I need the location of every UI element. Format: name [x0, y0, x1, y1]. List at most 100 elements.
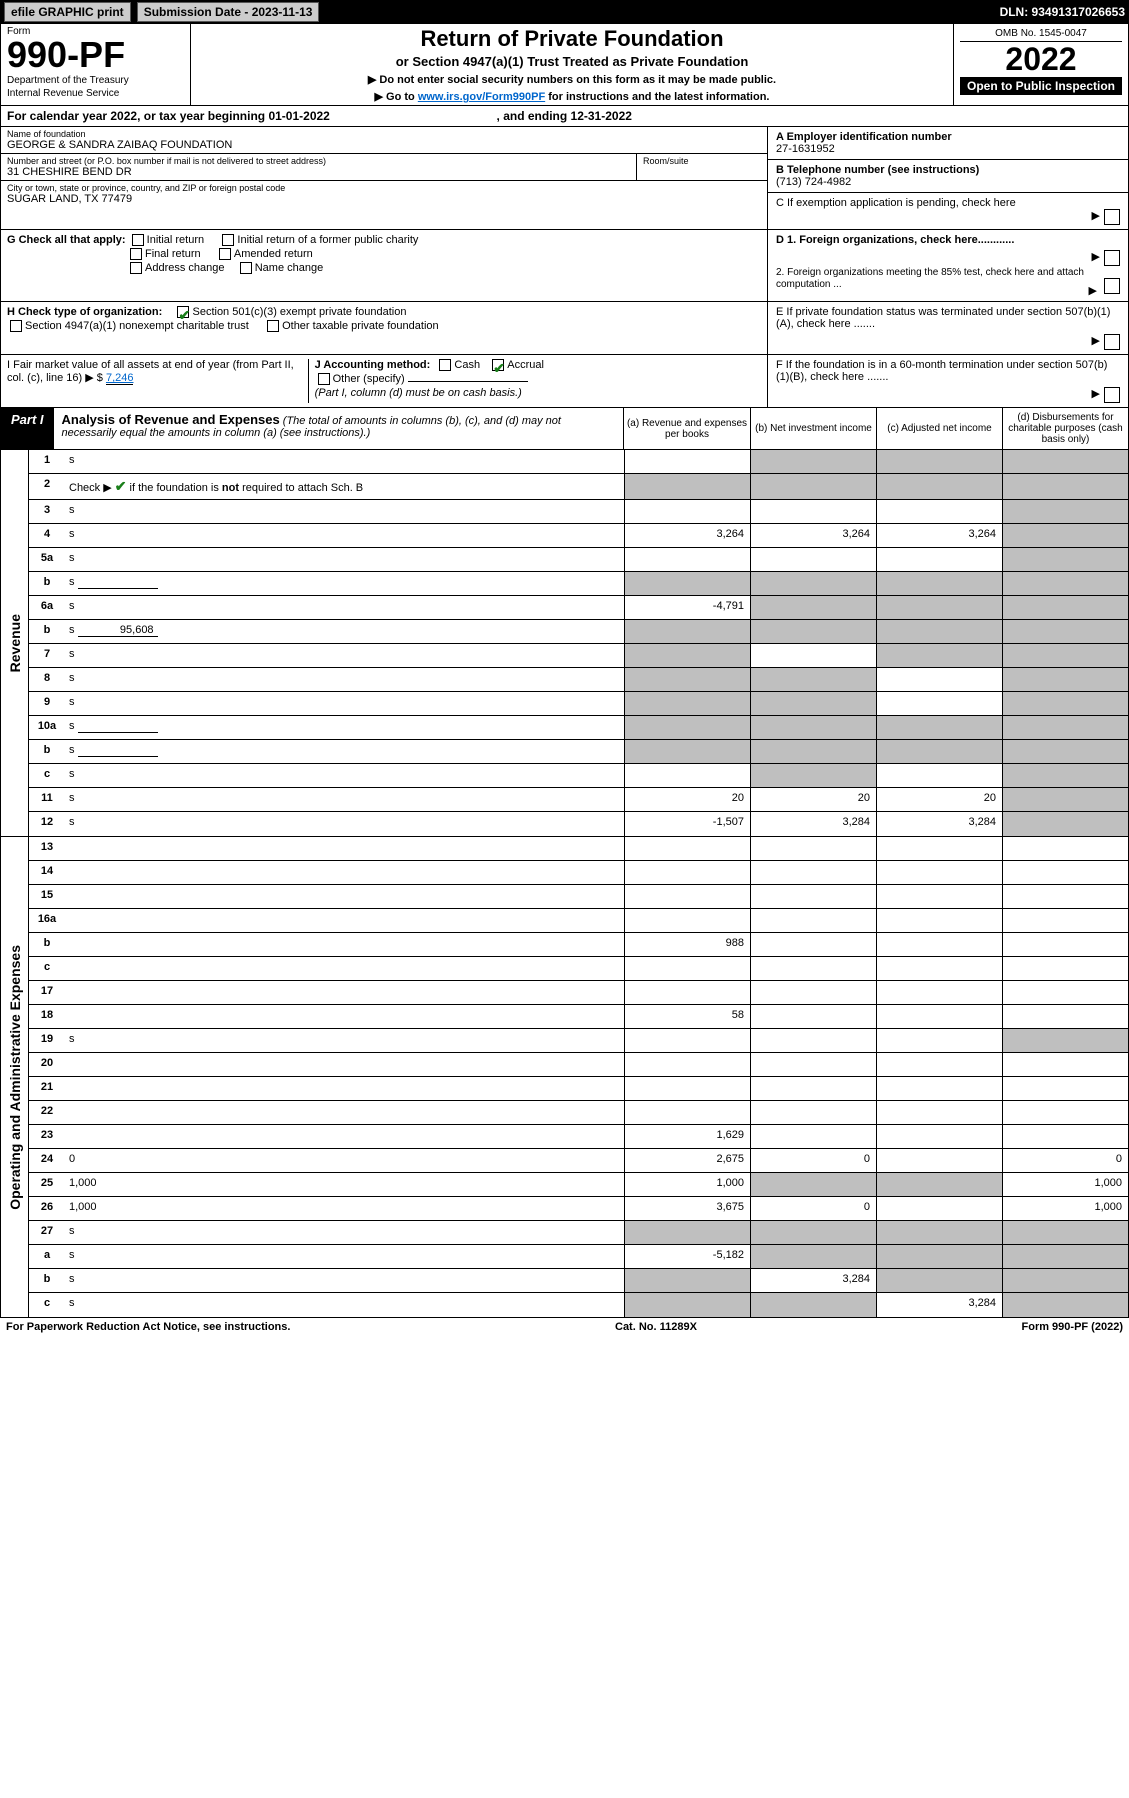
h-other-checkbox[interactable] [267, 320, 279, 332]
top-bar: efile GRAPHIC print Submission Date - 20… [0, 0, 1129, 24]
col-c-cell [876, 1269, 1002, 1292]
j-accrual-checkbox[interactable]: ✔ [492, 359, 504, 371]
line-description: 1,000 [65, 1173, 624, 1196]
col-a-cell: 988 [624, 933, 750, 956]
col-d-cell [1002, 692, 1128, 715]
line-number: 3 [29, 500, 65, 523]
c-checkbox[interactable] [1104, 209, 1120, 225]
table-row: 261,0003,67501,000 [29, 1197, 1128, 1221]
col-c-cell [876, 909, 1002, 932]
col-a-cell [624, 764, 750, 787]
line-number: b [29, 1269, 65, 1292]
line-number: 8 [29, 668, 65, 691]
col-b-cell [750, 837, 876, 860]
h-4947-checkbox[interactable] [10, 320, 22, 332]
open-to-public: Open to Public Inspection [960, 77, 1122, 95]
col-d-cell [1002, 837, 1128, 860]
col-b-cell [750, 1029, 876, 1052]
form-link[interactable]: www.irs.gov/Form990PF [418, 91, 545, 103]
f-checkbox[interactable] [1104, 387, 1120, 403]
col-d-cell [1002, 620, 1128, 643]
col-d-cell [1002, 572, 1128, 595]
col-a-cell [624, 1221, 750, 1244]
d2-checkbox[interactable] [1104, 278, 1120, 294]
line-description: s [65, 500, 624, 523]
e-checkbox[interactable] [1104, 334, 1120, 350]
col-b-cell [750, 1245, 876, 1268]
col-a-header: (a) Revenue and expenses per books [624, 408, 750, 449]
col-a-cell: 1,000 [624, 1173, 750, 1196]
table-row: 231,629 [29, 1125, 1128, 1149]
col-d-cell [1002, 1101, 1128, 1124]
line-number: 12 [29, 812, 65, 836]
identity-block: Name of foundation GEORGE & SANDRA ZAIBA… [0, 127, 1129, 230]
col-c-cell [876, 1245, 1002, 1268]
col-a-cell [624, 1077, 750, 1100]
j-other-checkbox[interactable] [318, 373, 330, 385]
col-b-cell: 20 [750, 788, 876, 811]
efile-button[interactable]: efile GRAPHIC print [4, 2, 131, 22]
col-d-cell [1002, 981, 1128, 1004]
line-description [65, 1101, 624, 1124]
col-c-cell [876, 885, 1002, 908]
col-b-cell [750, 644, 876, 667]
table-row: 251,0001,0001,000 [29, 1173, 1128, 1197]
h-501c3-checkbox[interactable]: ✔ [177, 306, 189, 318]
line-description [65, 957, 624, 980]
e-label: E If private foundation status was termi… [776, 306, 1110, 330]
col-a-cell [624, 548, 750, 571]
col-a-cell [624, 885, 750, 908]
col-c-cell [876, 1221, 1002, 1244]
line-number: 4 [29, 524, 65, 547]
table-row: 15 [29, 885, 1128, 909]
g-opt-5: Name change [255, 262, 324, 274]
col-d-cell [1002, 1221, 1128, 1244]
g-initial-checkbox[interactable] [132, 234, 144, 246]
g-amended-checkbox[interactable] [219, 248, 231, 260]
c-label: C If exemption application is pending, c… [776, 197, 1016, 209]
j-cash-checkbox[interactable] [439, 359, 451, 371]
col-c-cell [876, 548, 1002, 571]
expenses-section: Operating and Administrative Expenses 13… [0, 837, 1129, 1318]
col-b-cell [750, 474, 876, 499]
col-d-cell [1002, 788, 1128, 811]
revenue-section: Revenue 1s2Check ▶ ✔ if the foundation i… [0, 450, 1129, 837]
col-a-cell: 1,629 [624, 1125, 750, 1148]
col-c-cell [876, 933, 1002, 956]
col-b-cell [750, 620, 876, 643]
col-c-header: (c) Adjusted net income [876, 408, 1002, 449]
i-fmv-value[interactable]: 7,246 [106, 372, 134, 385]
table-row: 8s [29, 668, 1128, 692]
g-address-checkbox[interactable] [130, 262, 142, 274]
col-a-cell: 20 [624, 788, 750, 811]
table-row: 1858 [29, 1005, 1128, 1029]
col-b-cell [750, 1053, 876, 1076]
table-row: 6as-4,791 [29, 596, 1128, 620]
col-b-cell: 0 [750, 1149, 876, 1172]
line-description [65, 933, 624, 956]
calendar-year-row: For calendar year 2022, or tax year begi… [0, 106, 1129, 127]
col-b-cell [750, 500, 876, 523]
col-c-cell [876, 474, 1002, 499]
g-name-checkbox[interactable] [240, 262, 252, 274]
h-label: H Check type of organization: [7, 306, 162, 318]
col-a-cell [624, 620, 750, 643]
col-b-cell [750, 1125, 876, 1148]
g-former-checkbox[interactable] [222, 234, 234, 246]
table-row: 19s [29, 1029, 1128, 1053]
col-a-cell [624, 861, 750, 884]
line-number: 27 [29, 1221, 65, 1244]
table-row: bs [29, 572, 1128, 596]
line-description: s [65, 1269, 624, 1292]
col-a-cell [624, 644, 750, 667]
col-b-cell [750, 740, 876, 763]
line-number: 1 [29, 450, 65, 473]
g-final-checkbox[interactable] [130, 248, 142, 260]
line-number: 25 [29, 1173, 65, 1196]
d1-checkbox[interactable] [1104, 250, 1120, 266]
col-d-cell [1002, 1077, 1128, 1100]
col-d-cell [1002, 1269, 1128, 1292]
form-title: Return of Private Foundation [197, 26, 947, 52]
dln-label: DLN: 93491317026653 [1000, 5, 1125, 19]
table-row: 2402,67500 [29, 1149, 1128, 1173]
